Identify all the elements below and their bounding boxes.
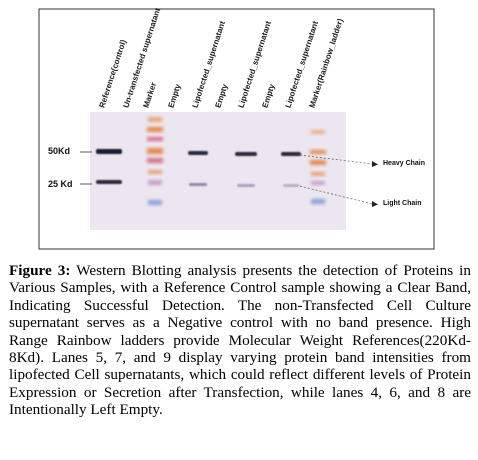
light-chain-label: Light Chain (383, 200, 422, 207)
caption-label: Figure 3: (9, 262, 71, 279)
mw-label-50: 50Kd (48, 146, 71, 156)
light-chain-arrowhead (372, 201, 378, 207)
heavy-chain-band-reference (96, 149, 122, 154)
figure-caption: Figure 3: Western Blotting analysis pres… (9, 262, 471, 419)
heavy-chain-label: Heavy Chain (383, 160, 426, 167)
light-chain-band-lane5 (189, 183, 207, 186)
heavy-chain-band-lane5 (188, 151, 208, 155)
light-chain-band-lane7 (237, 184, 255, 187)
blot-membrane (90, 112, 346, 230)
heavy-chain-arrowhead (372, 161, 378, 167)
mw-label-25: 25 Kd (48, 179, 73, 189)
light-chain-pointer (299, 185, 373, 205)
heavy-chain-band-lane9 (281, 152, 301, 156)
blot-image (38, 8, 435, 250)
caption-text: Western Blotting analysis presents the d… (9, 262, 471, 419)
marker-ladder-left (147, 117, 163, 205)
light-chain-band-reference (96, 180, 122, 184)
heavy-chain-pointer (299, 154, 373, 165)
heavy-chain-band-lane7 (235, 152, 257, 156)
light-chain-band-lane9 (283, 184, 299, 187)
marker-ladder-right (310, 130, 326, 204)
